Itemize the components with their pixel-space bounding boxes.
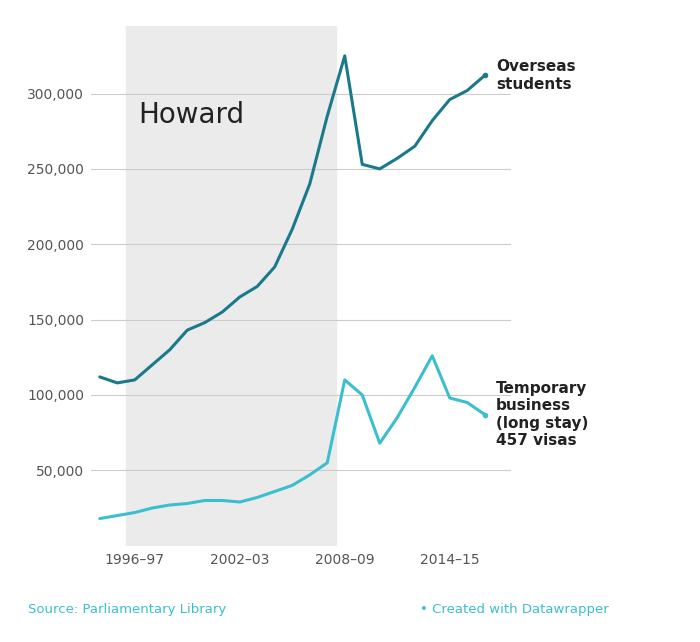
Text: • Created with Datawrapper: • Created with Datawrapper xyxy=(420,603,609,616)
Bar xyxy=(126,26,336,546)
Text: Source: Parliamentary Library: Source: Parliamentary Library xyxy=(28,603,226,616)
Text: Overseas
students: Overseas students xyxy=(496,59,575,92)
Text: Temporary
business
(long stay)
457 visas: Temporary business (long stay) 457 visas xyxy=(496,381,588,448)
Text: Howard: Howard xyxy=(139,101,244,129)
